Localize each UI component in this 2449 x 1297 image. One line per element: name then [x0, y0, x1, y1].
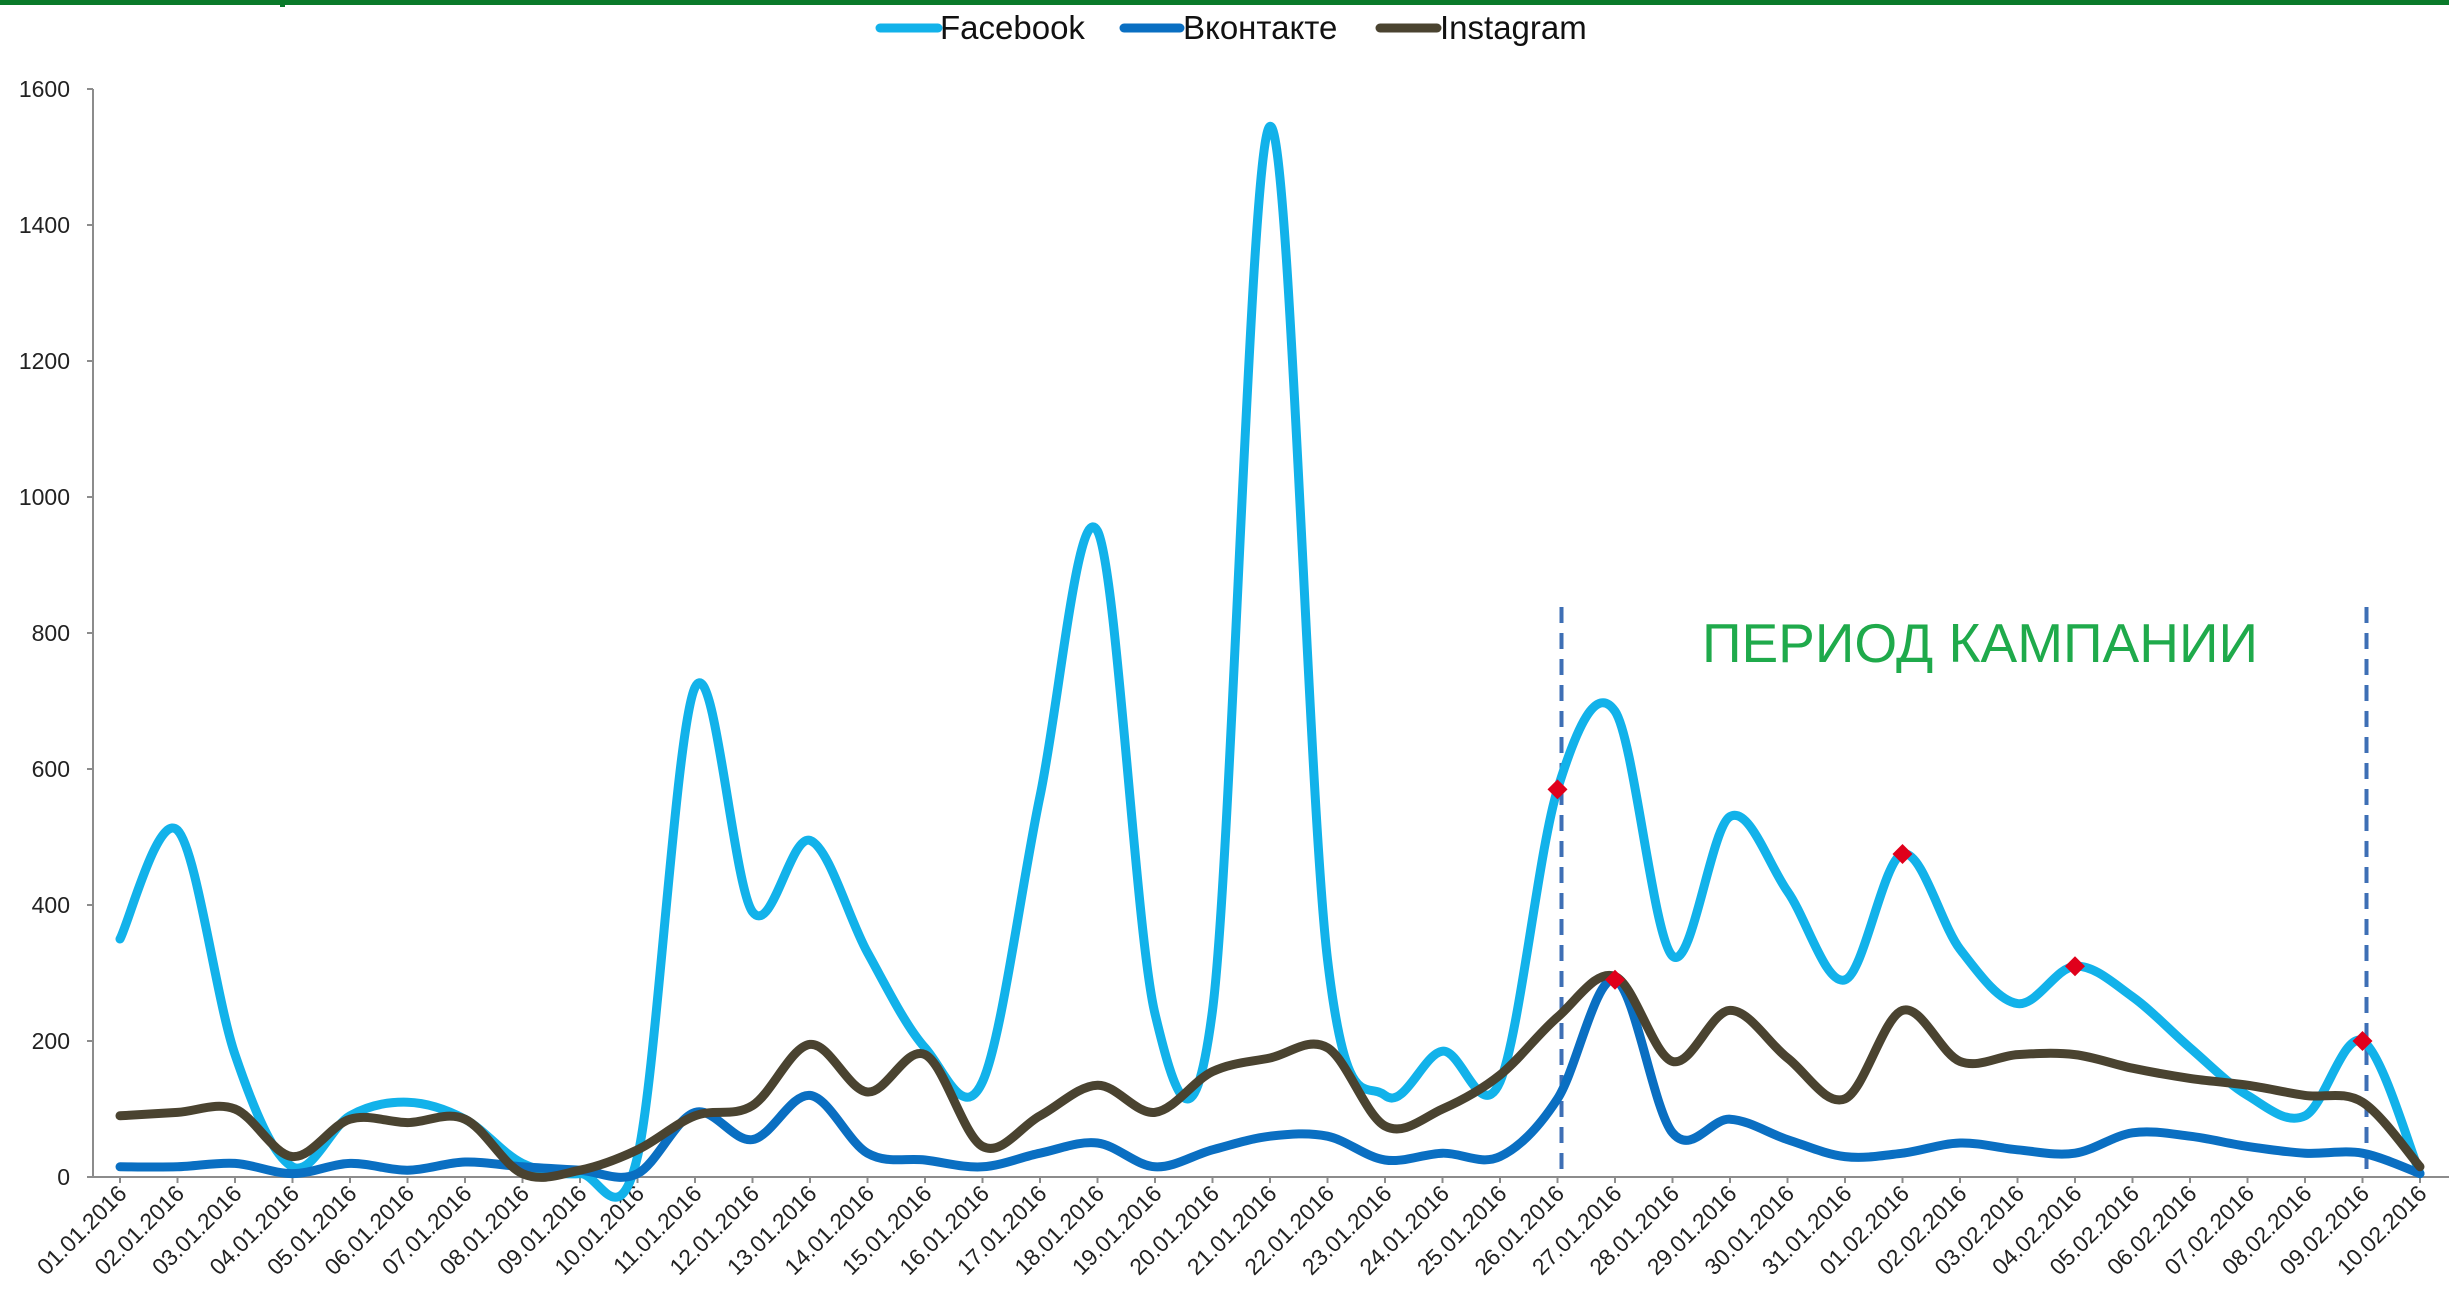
highlight-marker [2352, 1031, 2373, 1051]
header-bar-notch [280, 0, 285, 7]
y-tick-label: 600 [32, 756, 70, 782]
series-lines [115, 121, 2425, 1202]
highlight-marker [2065, 956, 2085, 977]
legend: Facebook Вконтакте Instagram [875, 9, 1587, 46]
legend-item-facebook: Facebook [875, 9, 1085, 46]
highlight-marker [1892, 844, 1913, 864]
series-line-вконтакте [115, 975, 2425, 1182]
legend-item-vkontakte: Вконтакте [1119, 9, 1337, 46]
legend-label-vkontakte: Вконтакте [1183, 9, 1337, 46]
y-tick-label: 400 [32, 892, 70, 918]
y-axis: 0 200 400 600 800 1000 1200 1400 1600 [19, 76, 94, 1190]
y-tick-label: 1600 [19, 76, 70, 102]
highlight-marker [1605, 969, 1625, 990]
series-line-facebook [115, 121, 2425, 1202]
y-tick-label: 1400 [19, 212, 70, 238]
x-axis: 01.01.201602.01.201603.01.201604.01.2016… [32, 1176, 2449, 1280]
header-bar [0, 0, 2449, 5]
y-tick-label: 200 [32, 1028, 70, 1054]
legend-item-instagram: Instagram [1375, 9, 1587, 46]
legend-label-facebook: Facebook [940, 9, 1085, 46]
y-tick-label: 1200 [19, 348, 70, 374]
campaign-label: ПЕРИОД КАМПАНИИ [1702, 612, 2258, 674]
y-tick-label: 0 [57, 1164, 70, 1190]
series-line-instagram [115, 970, 2425, 1182]
y-tick-label: 1000 [19, 484, 70, 510]
highlight-marker [1547, 779, 1568, 800]
campaign-lines [1559, 607, 2369, 1170]
highlight-markers [1547, 779, 2373, 1051]
legend-label-instagram: Instagram [1440, 9, 1587, 46]
y-tick-label: 800 [32, 620, 70, 646]
